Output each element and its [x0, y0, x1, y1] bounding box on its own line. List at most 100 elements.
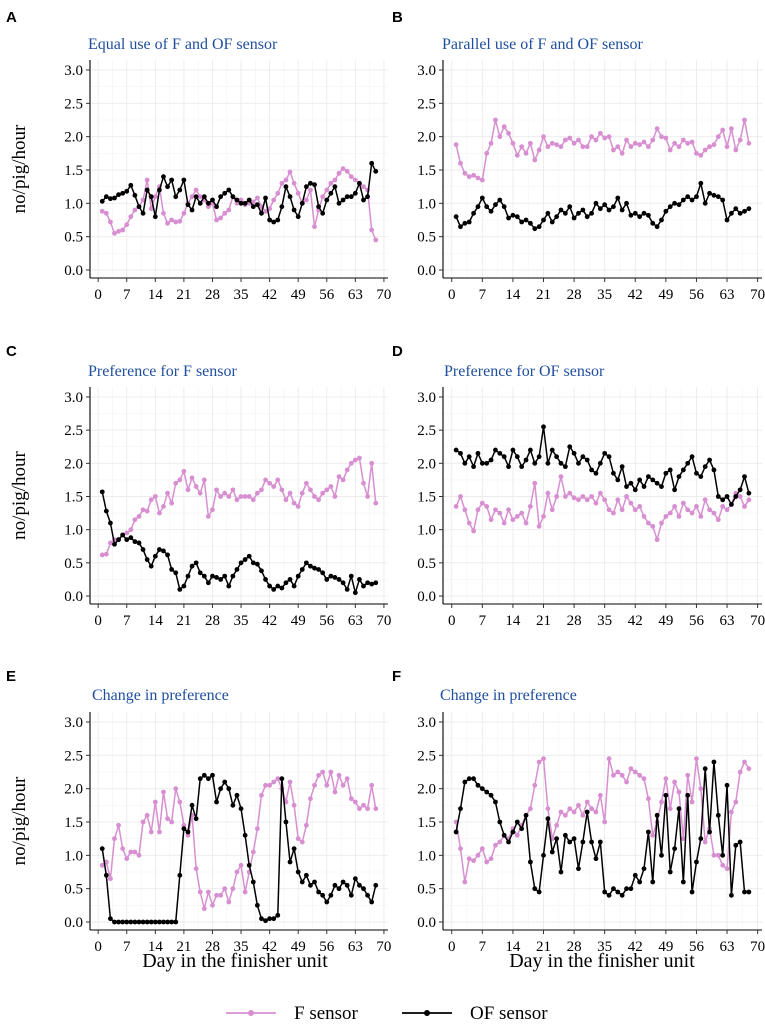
- data-point: [611, 147, 616, 153]
- x-tick-label: 63: [720, 939, 735, 955]
- data-point: [680, 467, 686, 473]
- data-point: [637, 879, 643, 885]
- data-point: [316, 497, 321, 503]
- x-tick-label: 42: [262, 287, 277, 303]
- data-point: [173, 570, 179, 576]
- data-point: [316, 889, 321, 895]
- data-point: [645, 829, 651, 835]
- data-point: [234, 197, 240, 203]
- data-point: [729, 892, 734, 898]
- data-point: [532, 886, 538, 892]
- data-point: [189, 802, 195, 808]
- data-point: [373, 806, 379, 812]
- data-point: [602, 135, 608, 141]
- data-point: [181, 583, 187, 589]
- data-point: [676, 144, 682, 150]
- data-point: [493, 117, 498, 123]
- data-point: [645, 144, 651, 150]
- data-point: [369, 460, 375, 466]
- data-point: [324, 577, 330, 582]
- data-point: [234, 792, 240, 798]
- data-point: [357, 882, 362, 888]
- data-point: [562, 210, 568, 216]
- data-point: [267, 782, 273, 788]
- data-point: [541, 424, 546, 430]
- data-point: [698, 180, 704, 186]
- data-point: [672, 200, 677, 206]
- data-point: [193, 866, 199, 872]
- data-point: [230, 802, 236, 808]
- data-point: [352, 590, 358, 596]
- data-point: [536, 147, 542, 153]
- data-point: [185, 829, 191, 835]
- data-point: [99, 489, 105, 495]
- data-point: [589, 467, 594, 473]
- x-tick-label: 28: [567, 939, 582, 955]
- y-tick-label: 1.0: [64, 848, 83, 864]
- data-point: [295, 869, 301, 875]
- data-point: [676, 789, 682, 795]
- data-point: [185, 202, 191, 208]
- data-point: [720, 127, 726, 133]
- data-point: [173, 919, 179, 925]
- data-point: [218, 494, 224, 499]
- data-point: [737, 137, 743, 143]
- data-point: [593, 200, 599, 206]
- data-point: [606, 134, 612, 140]
- data-point: [510, 140, 516, 146]
- data-point: [295, 190, 301, 196]
- data-point: [303, 480, 309, 486]
- data-point: [663, 792, 669, 798]
- data-point: [205, 204, 211, 210]
- data-point: [361, 886, 366, 892]
- data-point: [352, 190, 358, 196]
- x-tick-label: 63: [348, 939, 363, 955]
- data-point: [177, 587, 183, 592]
- data-point: [373, 500, 379, 506]
- data-point: [641, 776, 647, 782]
- data-point: [283, 177, 289, 183]
- data-point: [316, 567, 321, 572]
- data-point: [453, 447, 459, 453]
- data-point: [475, 175, 481, 181]
- data-point: [197, 200, 203, 206]
- data-point: [615, 769, 621, 775]
- data-point: [308, 180, 313, 186]
- data-point: [632, 140, 638, 146]
- data-point: [484, 789, 490, 795]
- data-point: [519, 219, 525, 225]
- data-point: [685, 772, 691, 778]
- data-point: [715, 812, 721, 818]
- data-point: [729, 126, 734, 132]
- data-point: [185, 487, 191, 493]
- data-point: [453, 214, 459, 220]
- data-point: [545, 816, 551, 822]
- data-point: [624, 886, 629, 892]
- data-point: [514, 819, 520, 825]
- data-point: [254, 902, 260, 908]
- data-point: [238, 494, 244, 499]
- data-point: [234, 567, 240, 572]
- data-point: [250, 204, 256, 210]
- series-line: [455, 182, 750, 230]
- data-point: [210, 772, 215, 778]
- data-point: [328, 892, 334, 898]
- data-point: [242, 200, 248, 206]
- data-point: [152, 553, 158, 559]
- data-point: [672, 779, 677, 785]
- x-tick-label: 56: [689, 287, 705, 303]
- data-point: [702, 147, 708, 153]
- data-point: [205, 200, 211, 206]
- data-point: [694, 504, 699, 509]
- data-point: [637, 142, 643, 148]
- data-point: [506, 215, 511, 221]
- series-line: [102, 457, 377, 556]
- data-point: [324, 782, 330, 788]
- data-point: [275, 776, 281, 782]
- data-point: [144, 919, 150, 925]
- data-point: [173, 219, 179, 225]
- data-point: [103, 210, 109, 216]
- data-point: [680, 836, 686, 842]
- data-point: [676, 514, 682, 519]
- data-point: [348, 194, 354, 200]
